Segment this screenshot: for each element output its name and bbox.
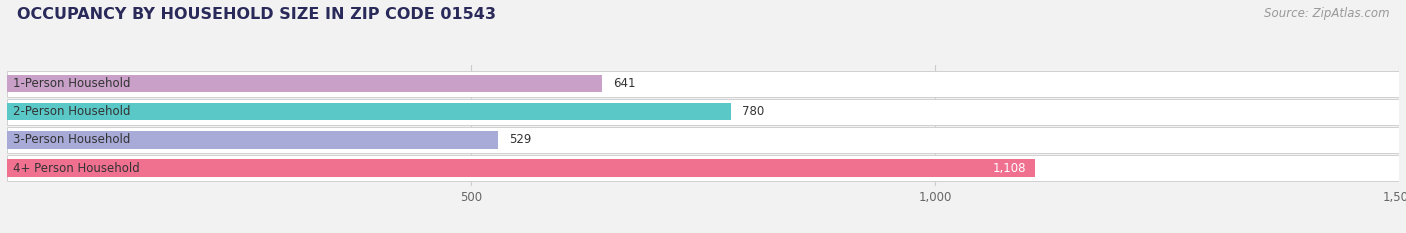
Text: 4+ Person Household: 4+ Person Household [13, 161, 139, 175]
Bar [7, 75, 602, 92]
Text: 2-Person Household: 2-Person Household [13, 105, 131, 118]
Bar [7, 71, 1399, 96]
Text: 1,108: 1,108 [993, 161, 1026, 175]
Bar [7, 103, 731, 120]
Bar [7, 99, 1399, 125]
Text: 641: 641 [613, 77, 636, 90]
Text: 3-Person Household: 3-Person Household [13, 134, 129, 146]
Text: Source: ZipAtlas.com: Source: ZipAtlas.com [1264, 7, 1389, 20]
Bar [7, 127, 1399, 153]
Text: OCCUPANCY BY HOUSEHOLD SIZE IN ZIP CODE 01543: OCCUPANCY BY HOUSEHOLD SIZE IN ZIP CODE … [17, 7, 496, 22]
Text: 529: 529 [509, 134, 531, 146]
Text: 1-Person Household: 1-Person Household [13, 77, 131, 90]
Bar [7, 159, 1035, 177]
Bar [7, 131, 498, 149]
Bar [7, 155, 1399, 181]
Text: 780: 780 [742, 105, 765, 118]
